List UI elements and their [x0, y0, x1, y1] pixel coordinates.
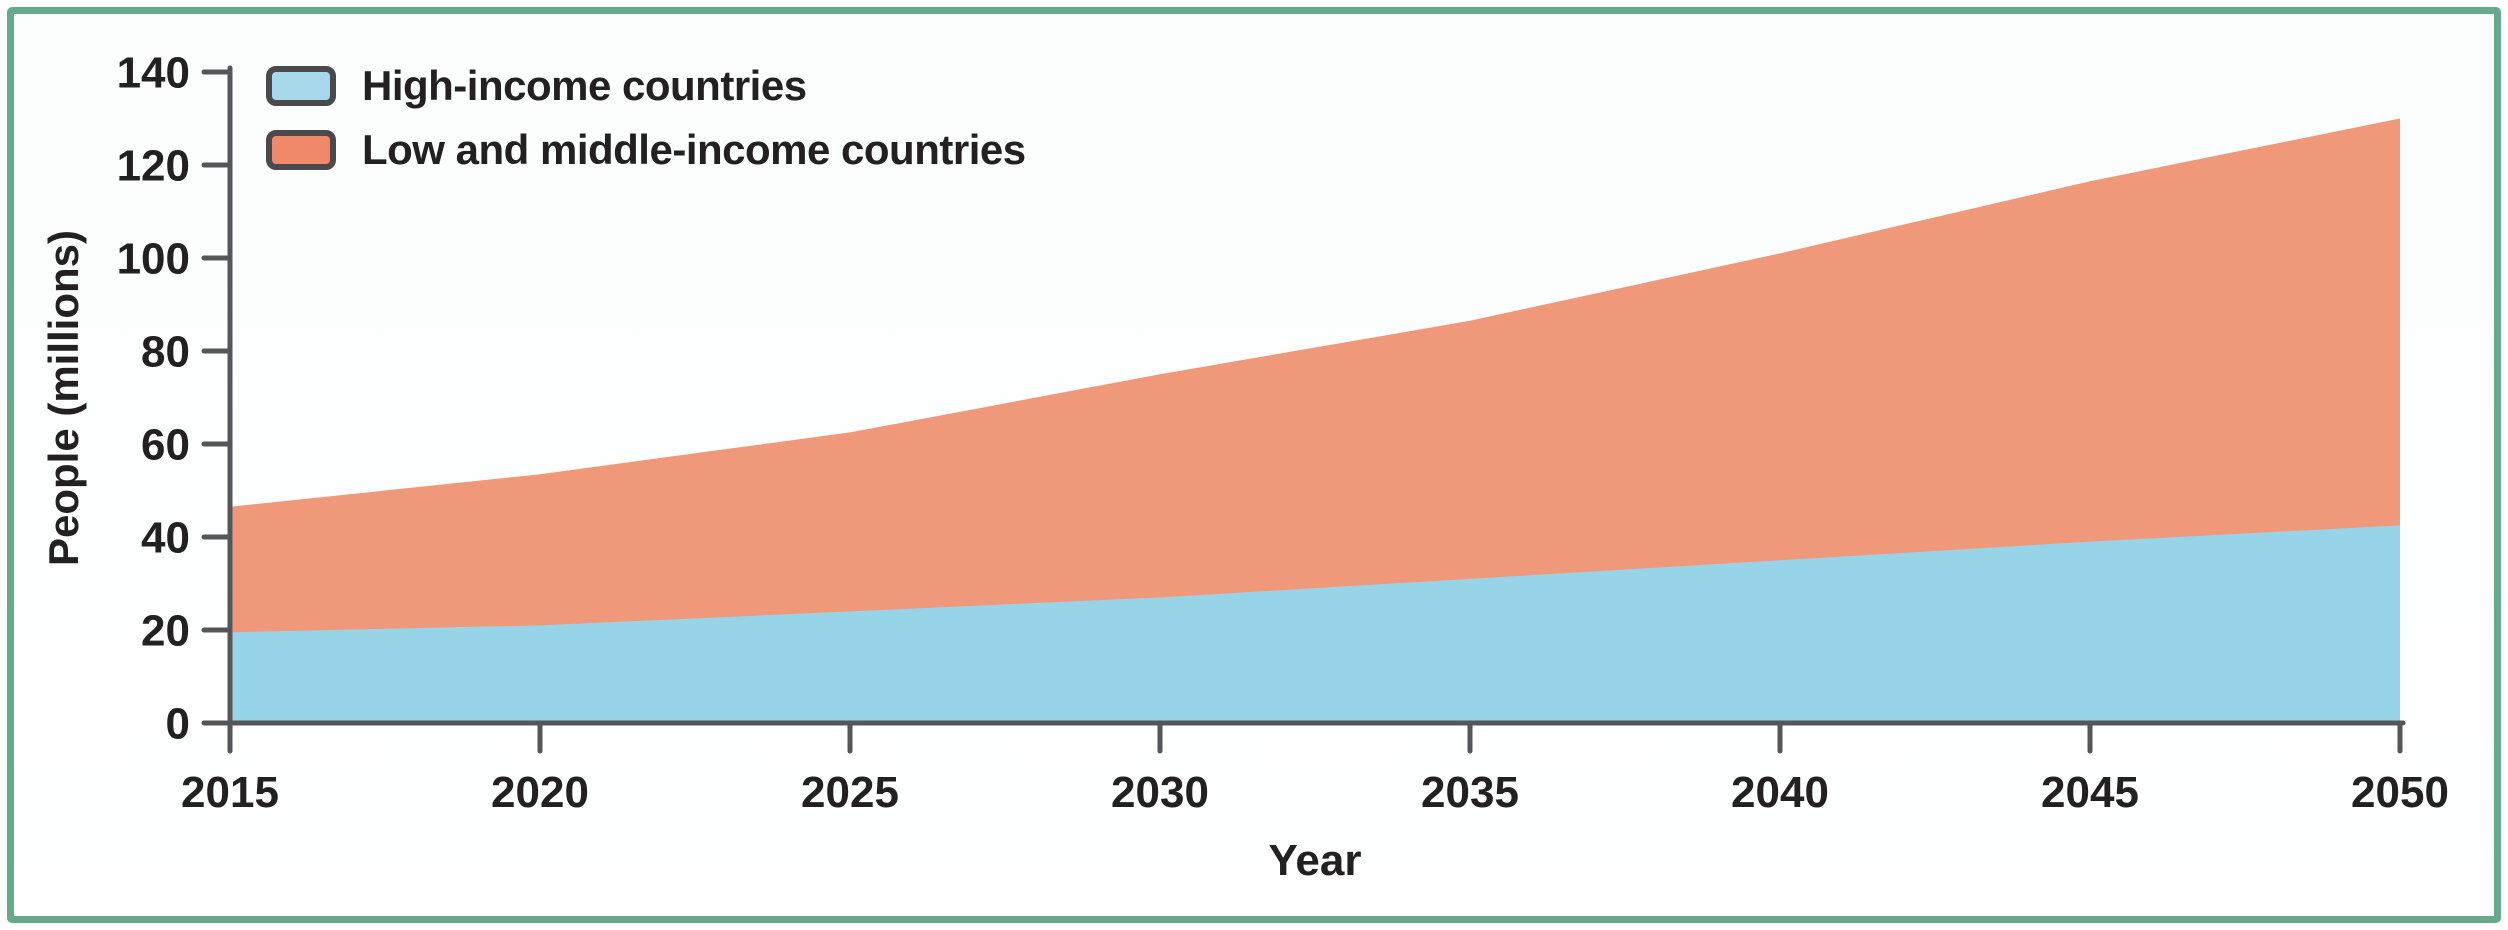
- legend-item-low-middle-income: Low and middle-income countries: [266, 126, 1026, 174]
- legend-swatch-low-middle-income-icon: [266, 130, 336, 170]
- legend-label-low-middle-income: Low and middle-income countries: [362, 126, 1026, 173]
- y-tick-label: 80: [141, 327, 190, 376]
- y-tick-label: 60: [141, 420, 190, 469]
- x-tick-label: 2020: [491, 768, 589, 817]
- y-tick-label: 140: [117, 48, 190, 97]
- y-tick-label: 100: [117, 234, 190, 283]
- axes-group: [201, 65, 2406, 754]
- y-tick-label: 0: [166, 699, 190, 748]
- x-tick-label: 2015: [181, 768, 279, 817]
- y-axis-title: People (millions): [40, 229, 87, 567]
- legend-swatch-high-income-icon: [266, 66, 336, 106]
- y-tick-label: 40: [141, 513, 190, 562]
- x-tick-label: 2035: [1421, 768, 1519, 817]
- y-tick-label: 20: [141, 606, 190, 655]
- legend-label-high-income: High-income countries: [362, 62, 807, 109]
- area-series-group: [230, 118, 2400, 723]
- y-tick-label: 120: [117, 141, 190, 190]
- chart-legend: High-income countries Low and middle-inc…: [266, 62, 1026, 174]
- x-tick-label: 2030: [1111, 768, 1209, 817]
- x-tick-label: 2025: [801, 768, 899, 817]
- x-tick-label: 2045: [2041, 768, 2139, 817]
- x-tick-label: 2040: [1731, 768, 1829, 817]
- legend-item-high-income: High-income countries: [266, 62, 1026, 110]
- x-tick-label: 2050: [2351, 768, 2449, 817]
- x-axis-title: Year: [1268, 836, 1362, 885]
- area-high-income: [230, 525, 2400, 723]
